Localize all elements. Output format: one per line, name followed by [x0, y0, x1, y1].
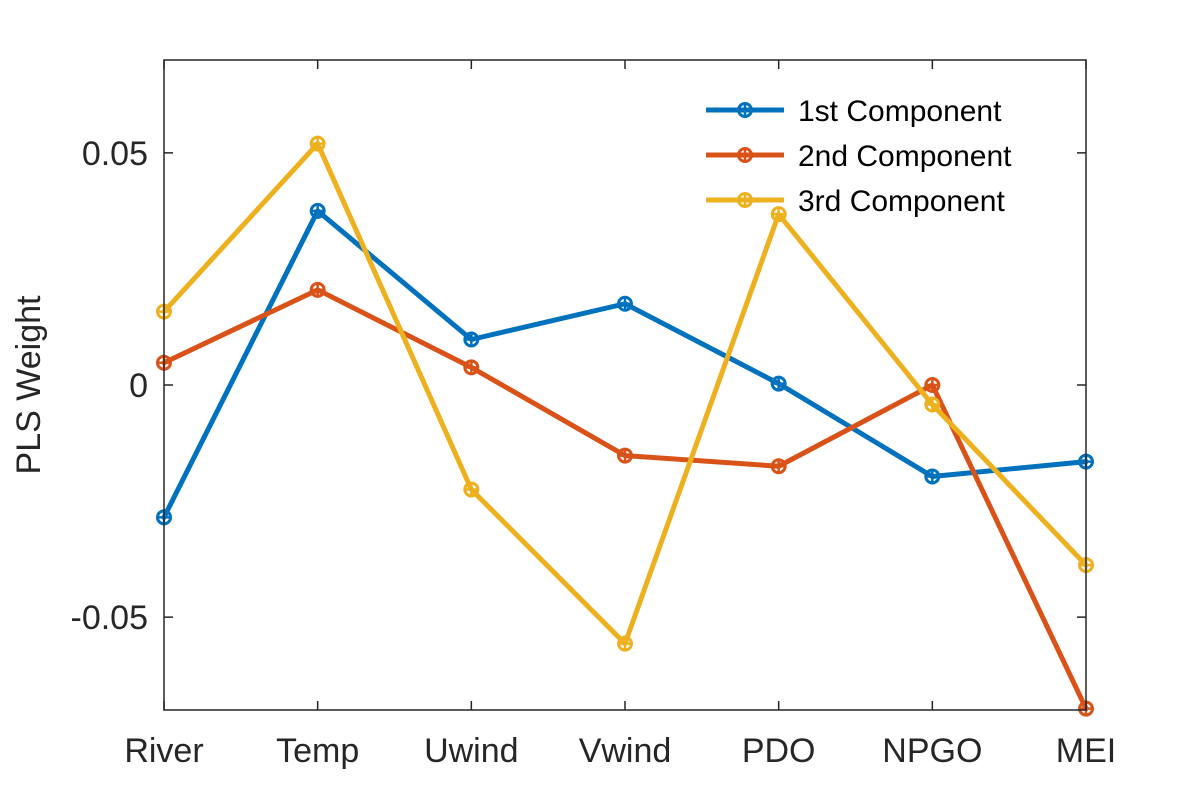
data-point-s1-npgo — [924, 468, 941, 485]
data-point-s2-uwind — [463, 359, 480, 376]
x-tick-label: MEI — [1056, 732, 1116, 770]
data-point-s3-pdo — [770, 206, 787, 223]
data-point-s3-uwind — [463, 481, 480, 498]
data-point-s1-pdo — [770, 375, 787, 392]
legend: 1st Component 2nd Component 3rd Component — [706, 95, 1012, 218]
data-point-s3-npgo — [924, 396, 941, 413]
legend-item-3: 3rd Component — [706, 185, 1005, 218]
y-tick-labels: -0.05 0 0.05 — [71, 135, 149, 637]
x-tick-labels: River Temp Uwind Vwind PDO NPGO MEI — [124, 732, 1116, 770]
legend-item-2: 2nd Component — [706, 140, 1012, 173]
data-point-s3-temp — [309, 135, 326, 152]
legend-label: 3rd Component — [798, 185, 1005, 218]
data-point-s1-temp — [309, 202, 326, 219]
x-tick-label: River — [124, 732, 203, 770]
y-tick-label: 0 — [129, 367, 148, 405]
legend-marker — [737, 102, 753, 118]
data-point-s1-vwind — [617, 295, 633, 312]
data-point-s3-vwind — [617, 635, 633, 652]
legend-item-1: 1st Component — [706, 95, 1002, 128]
y-axis-label: PLS Weight — [10, 295, 48, 474]
data-point-s2-temp — [309, 281, 326, 298]
x-tick-label: Vwind — [579, 732, 672, 770]
axis-ticks — [163, 60, 1087, 710]
legend-marker — [737, 147, 753, 163]
data-point-s1-uwind — [463, 331, 480, 348]
x-tick-label: NPGO — [882, 732, 982, 770]
legend-marker — [737, 192, 753, 208]
x-tick-label: Uwind — [424, 732, 518, 770]
data-point-s2-vwind — [617, 447, 633, 464]
y-tick-label: 0.05 — [82, 135, 148, 173]
legend-label: 1st Component — [798, 95, 1002, 128]
y-tick-label: -0.05 — [71, 599, 149, 637]
data-point-s2-pdo — [770, 458, 787, 475]
legend-label: 2nd Component — [798, 140, 1012, 173]
x-tick-label: PDO — [742, 732, 816, 770]
x-tick-label: Temp — [276, 732, 359, 770]
data-point-s2-npgo — [924, 377, 941, 393]
